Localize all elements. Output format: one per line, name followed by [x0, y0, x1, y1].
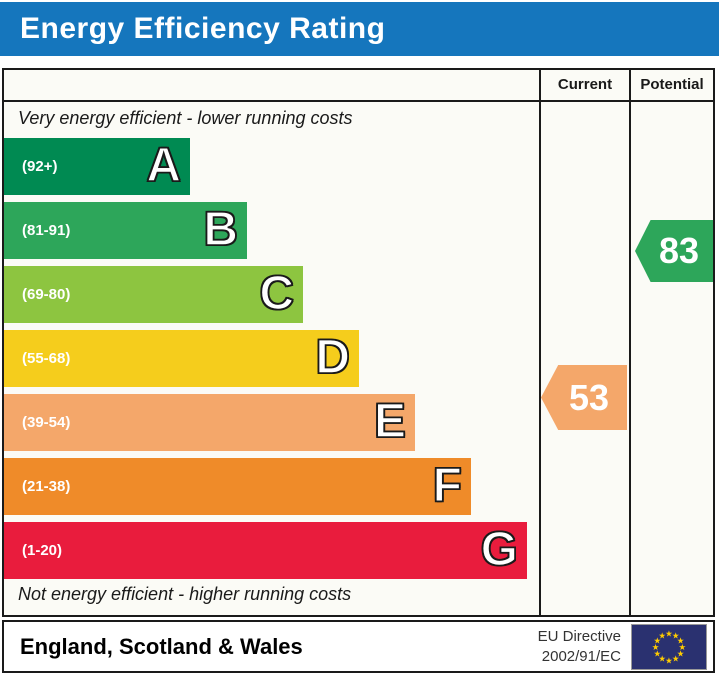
band-letter: D	[315, 330, 351, 384]
svg-text:★: ★	[658, 630, 666, 640]
band-row: (81-91) B	[4, 202, 247, 259]
svg-text:★: ★	[658, 653, 666, 663]
energy-rating-chart: Current Potential Very energy efficient …	[2, 68, 715, 617]
eu-directive-line1: EU Directive	[537, 628, 621, 645]
bands: (92+) A (81-91) B (69-80) C (55-68) D (3…	[4, 138, 527, 586]
current-rating-arrow: 53	[541, 365, 627, 430]
band-range: (92+)	[22, 158, 58, 175]
potential-column-divider	[629, 70, 631, 615]
band-letter: A	[146, 138, 182, 192]
band-range: (55-68)	[22, 350, 71, 367]
band-range: (39-54)	[22, 414, 71, 431]
band-row: (69-80) C	[4, 266, 303, 323]
svg-text:★: ★	[677, 635, 685, 645]
potential-rating-arrow: 83	[635, 220, 713, 282]
band-letter: F	[432, 458, 463, 512]
band-row: (39-54) E	[4, 394, 415, 451]
potential-column-header: Potential	[640, 76, 704, 93]
header-bar: Energy Efficiency Rating	[0, 2, 719, 56]
band-row: (55-68) D	[4, 330, 359, 387]
potential-rating-value: 83	[658, 230, 700, 271]
band-letter: E	[373, 394, 407, 448]
top-caption: Very energy efficient - lower running co…	[18, 108, 353, 128]
footer-bar: England, Scotland & Wales EU Directive 2…	[2, 620, 715, 673]
band-row: (1-20) G	[4, 522, 527, 579]
eu-directive-line2: 2002/91/EC	[541, 647, 621, 665]
svg-text:★: ★	[665, 628, 673, 638]
svg-text:★: ★	[679, 642, 687, 652]
svg-text:★: ★	[665, 655, 673, 665]
svg-text:★: ★	[654, 648, 662, 658]
band-range: (21-38)	[22, 478, 71, 495]
bottom-caption: Not energy efficient - higher running co…	[18, 584, 352, 604]
current-rating-value: 53	[568, 376, 610, 418]
page-title: Energy Efficiency Rating	[20, 12, 386, 45]
region-label: England, Scotland & Wales	[20, 633, 303, 659]
band-letter: G	[480, 522, 519, 576]
eu-flag-icon: ★ ★ ★ ★ ★ ★ ★ ★ ★ ★ ★ ★	[631, 623, 707, 670]
svg-text:★: ★	[652, 642, 660, 652]
eu-directive-label: EU Directive 2002/91/EC	[538, 627, 621, 666]
svg-text:★: ★	[654, 635, 662, 645]
columns-header-row: Current Potential	[4, 70, 713, 102]
band-range: (81-91)	[22, 222, 71, 239]
band-letter: B	[203, 202, 239, 256]
band-letter: C	[259, 266, 295, 320]
svg-text:★: ★	[672, 653, 680, 663]
band-row: (21-38) F	[4, 458, 471, 515]
svg-text:★: ★	[672, 630, 680, 640]
svg-text:★: ★	[677, 648, 685, 658]
band-range: (69-80)	[22, 286, 71, 303]
current-column-header: Current	[557, 76, 613, 93]
band-row: (92+) A	[4, 138, 190, 195]
current-column-divider	[539, 70, 541, 615]
band-range: (1-20)	[22, 542, 63, 559]
eu-flag-stars: ★ ★ ★ ★ ★ ★ ★ ★ ★ ★ ★ ★	[652, 628, 687, 665]
